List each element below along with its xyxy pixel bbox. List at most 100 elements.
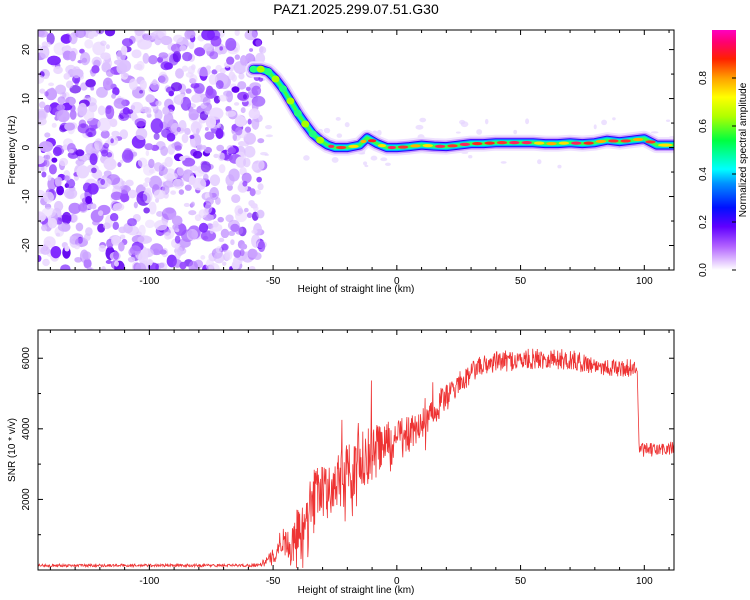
spectrogram-noise-blob	[177, 246, 183, 257]
spectrogram-noise-blob	[111, 130, 120, 137]
spectrogram-noise-blob	[94, 138, 103, 151]
spectrogram-noise-blob	[139, 79, 147, 91]
spectrogram-noise-blob	[44, 132, 51, 138]
spectrogram-ytick-label: -20	[21, 238, 32, 253]
spectrogram-noise-blob	[153, 189, 166, 200]
spectrogram-ytick-label: 10	[21, 93, 32, 105]
spectrogram-ridge-peak	[558, 141, 570, 145]
spectrogram-noise-blob	[121, 180, 126, 186]
spectrogram-noise-blob	[160, 35, 173, 46]
spectrogram-noise-blob	[237, 208, 244, 215]
spectrogram-noise-blob	[198, 209, 207, 219]
spectrogram-noise-blob	[189, 134, 195, 140]
spectrogram-noise-blob	[204, 131, 215, 140]
spectrogram-noise-blob	[148, 201, 157, 215]
spectrogram-faint-speck	[459, 119, 466, 125]
spectrogram-noise-blob	[204, 202, 213, 214]
spectrogram-ridge-peak	[620, 139, 631, 143]
spectrogram-noise-blob	[90, 86, 95, 91]
spectrogram-noise-blob	[209, 51, 219, 60]
spectrogram-noise-blob	[121, 193, 130, 202]
spectrogram-noise-blob	[205, 197, 214, 206]
spectrogram-noise-blob	[102, 77, 113, 91]
spectrogram-noise-blob	[122, 107, 130, 115]
spectrogram-noise-blob	[98, 244, 107, 253]
spectrogram-noise-blob	[38, 189, 46, 199]
spectrogram-noise-blob	[184, 127, 191, 136]
spectrogram-noise-blob	[40, 246, 51, 255]
spectrogram-noise-blob	[244, 126, 252, 133]
spectrogram-noise-blob	[231, 260, 240, 270]
spectrogram-noise-blob	[68, 149, 75, 154]
spectrogram-ridge-peak	[335, 145, 347, 150]
spectrogram-noise-blob	[203, 43, 214, 52]
spectrogram-noise-blob	[205, 65, 211, 70]
spectrogram-noise-blob	[228, 230, 236, 237]
spectrogram-noise-blob	[121, 45, 128, 55]
spectrogram-noise-blob	[105, 69, 115, 77]
snr-xtick-label: -50	[266, 576, 281, 587]
spectrogram-noise-blob	[89, 153, 98, 166]
spectrogram-noise-blob	[68, 97, 75, 106]
spectrogram-noise-blob	[91, 203, 97, 210]
spectrogram-noise-blob	[97, 117, 112, 132]
spectrogram-noise-blob	[133, 201, 138, 209]
spectrogram-noise-blob	[133, 63, 143, 71]
spectrogram-ytick-label: -10	[21, 189, 32, 204]
spectrogram-xtick-label: -100	[139, 276, 159, 287]
spectrogram-noise-blob	[127, 256, 136, 263]
spectrogram-noise-blob	[257, 240, 266, 252]
spectrogram-noise-blob	[176, 167, 185, 176]
spectrogram-noise-blob	[190, 138, 196, 148]
spectrogram-faint-speck	[264, 153, 269, 156]
spectrogram-noise-blob	[38, 108, 47, 120]
spectrogram-noise-blob	[83, 233, 91, 242]
spectrogram-noise-blob	[145, 150, 150, 157]
spectrogram-noise-blob	[144, 177, 151, 183]
spectrogram-xtick-label: 0	[394, 276, 400, 287]
spectrogram-noise-blob	[231, 74, 237, 82]
spectrogram-noise-blob	[235, 209, 248, 223]
spectrogram-noise-blob	[48, 164, 57, 175]
spectrogram-noise-blob	[110, 138, 114, 144]
spectrogram-noise-blob	[143, 207, 150, 214]
spectrogram-noise-blob	[60, 34, 72, 44]
spectrogram-noise-blob	[57, 222, 71, 232]
spectrogram-noise-blob	[244, 30, 258, 41]
spectrogram-noise-blob	[238, 72, 245, 80]
spectrogram-noise-blob	[56, 104, 66, 112]
spectrogram-noise-blob	[222, 153, 233, 162]
spectrogram-ridge-peak	[459, 142, 471, 146]
spectrogram-noise-blob	[49, 87, 56, 94]
spectrogram-noise-blob	[179, 261, 187, 270]
spectrogram-noise-blob	[215, 64, 223, 72]
spectrogram-noise-blob	[52, 146, 62, 157]
spectrogram-noise-blob	[42, 258, 50, 267]
spectrogram-faint-speck	[500, 161, 507, 164]
spectrogram-noise-blob	[62, 144, 69, 151]
spectrogram-faint-speck	[537, 159, 542, 165]
spectrogram-noise-blob	[38, 30, 45, 37]
spectrogram-noise-blob	[38, 211, 46, 223]
spectrogram-ytick-label: 20	[21, 44, 32, 56]
spectrogram-noise-blob	[224, 249, 233, 261]
spectrogram-noise-blob	[251, 234, 261, 248]
spectrogram-ridge-peak	[583, 141, 594, 145]
spectrogram-noise-blob	[190, 201, 195, 207]
spectrogram-noise-blob	[163, 62, 174, 70]
colorbar-tick-label: 0.6	[698, 119, 709, 133]
spectrogram-noise-blob	[154, 109, 163, 121]
spectrogram-noise-blob	[184, 184, 192, 191]
spectrogram-noise-blob	[118, 241, 125, 252]
spectrogram-faint-speck	[455, 131, 461, 134]
spectrogram-noise-blob	[104, 30, 116, 37]
spectrogram-noise-blob	[255, 52, 266, 64]
spectrogram-noise-blob	[59, 157, 69, 167]
spectrogram-faint-speck	[265, 125, 273, 130]
snr-xtick-label: 0	[394, 576, 400, 587]
spectrogram-faint-speck	[336, 133, 343, 138]
spectrogram-ridge-peak	[632, 137, 644, 142]
spectrogram-faint-speck	[513, 129, 518, 135]
spectrogram-noise-blob	[140, 193, 148, 202]
